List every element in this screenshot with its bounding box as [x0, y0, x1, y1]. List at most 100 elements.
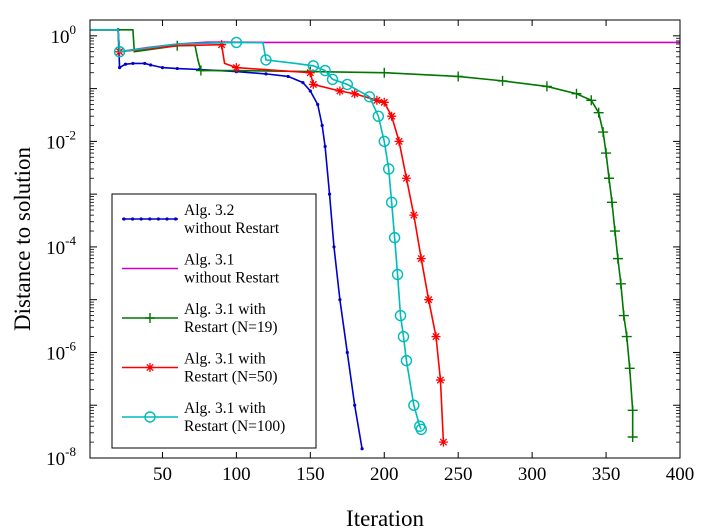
- legend-marker: [131, 217, 135, 221]
- data-point: [230, 36, 243, 49]
- legend-marker: [148, 217, 152, 221]
- data-point: [408, 399, 420, 411]
- data-point: [424, 295, 434, 305]
- series-5: [90, 29, 427, 435]
- y-axis-title: Distance to solution: [10, 147, 35, 331]
- data-point: [401, 173, 411, 183]
- legend-label: Restart (N=100): [184, 418, 285, 435]
- legend-label: Alg. 3.2: [184, 202, 234, 219]
- data-point: [387, 111, 397, 121]
- data-point: [627, 432, 638, 442]
- data-point: [409, 210, 419, 220]
- data-point: [231, 63, 241, 73]
- legend-label: without Restart: [184, 220, 280, 237]
- legend-marker: [122, 217, 126, 221]
- data-point: [123, 62, 128, 66]
- data-point: [353, 403, 357, 407]
- data-point: [301, 80, 305, 85]
- data-point: [385, 196, 398, 209]
- data-point: [117, 66, 122, 70]
- data-point: [609, 226, 620, 237]
- legend-label: Restart (N=50): [184, 369, 278, 386]
- legend-box: [111, 193, 317, 449]
- data-point: [307, 60, 319, 72]
- data-point: [260, 54, 272, 66]
- legend-marker: [174, 217, 178, 221]
- x-tick-label: 150: [296, 464, 325, 485]
- data-point: [612, 253, 623, 264]
- data-point: [394, 136, 404, 146]
- data-point: [593, 107, 604, 118]
- data-point: [627, 405, 638, 416]
- data-point: [621, 331, 632, 342]
- legend-marker: [145, 363, 155, 372]
- legend-marker: [144, 411, 156, 423]
- x-tick-label: 50: [153, 464, 172, 485]
- data-point: [308, 89, 312, 93]
- y-tick-label: 10-8: [46, 444, 76, 470]
- data-point: [217, 40, 227, 50]
- y-tick-label: 10-6: [46, 338, 76, 364]
- data-point: [394, 309, 407, 322]
- ticks-layer: [90, 20, 681, 459]
- legend-label: Restart (N=19): [184, 319, 278, 336]
- legend-marker: [145, 313, 155, 323]
- y-tick-label: 10-2: [46, 127, 76, 153]
- data-point: [143, 61, 147, 66]
- data-point: [378, 135, 390, 148]
- plot-frame: [89, 19, 681, 459]
- data-point: [497, 75, 508, 86]
- data-point: [400, 354, 413, 367]
- data-point: [571, 88, 582, 99]
- data-point: [350, 89, 360, 99]
- data-point: [308, 79, 318, 89]
- data-point: [586, 95, 597, 106]
- legend-label: Alg. 3.1 with: [184, 400, 266, 417]
- data-point: [541, 81, 552, 92]
- data-point: [341, 78, 353, 91]
- data-point: [175, 66, 179, 71]
- legend-marker: [139, 217, 143, 221]
- data-point: [388, 231, 401, 244]
- series-1: [90, 28, 364, 451]
- data-point: [391, 268, 404, 281]
- x-axis-title: Iteration: [346, 506, 424, 530]
- data-point: [338, 298, 342, 302]
- legend-label: without Restart: [184, 270, 280, 287]
- data-point: [319, 64, 331, 77]
- data-point: [415, 423, 427, 435]
- data-point: [606, 197, 617, 208]
- legend-label: Alg. 3.1 with: [184, 301, 266, 318]
- data-point: [360, 447, 364, 451]
- data-point: [316, 102, 320, 107]
- x-tick-label: 400: [666, 464, 695, 485]
- data-point: [131, 61, 135, 66]
- series-line: [90, 29, 634, 437]
- data-point: [601, 148, 612, 159]
- data-point: [372, 110, 385, 122]
- series-line: [90, 29, 422, 430]
- data-point: [335, 86, 345, 96]
- data-point: [598, 127, 609, 138]
- data-point: [416, 254, 426, 264]
- data-point: [305, 68, 315, 78]
- data-point: [379, 97, 389, 107]
- tick-labels-layer: 50 100 150 200 250 300 350 400 100 10-2 10-4 10-6 10…: [46, 22, 694, 485]
- data-point: [326, 73, 339, 86]
- data-point: [149, 63, 153, 67]
- data-point: [332, 245, 336, 249]
- x-tick-label: 250: [444, 464, 473, 485]
- legend-marker: [165, 217, 169, 221]
- data-point: [160, 66, 165, 70]
- data-point: [618, 310, 629, 321]
- data-point: [372, 95, 382, 105]
- data-point: [286, 74, 290, 79]
- x-tick-label: 350: [592, 464, 621, 485]
